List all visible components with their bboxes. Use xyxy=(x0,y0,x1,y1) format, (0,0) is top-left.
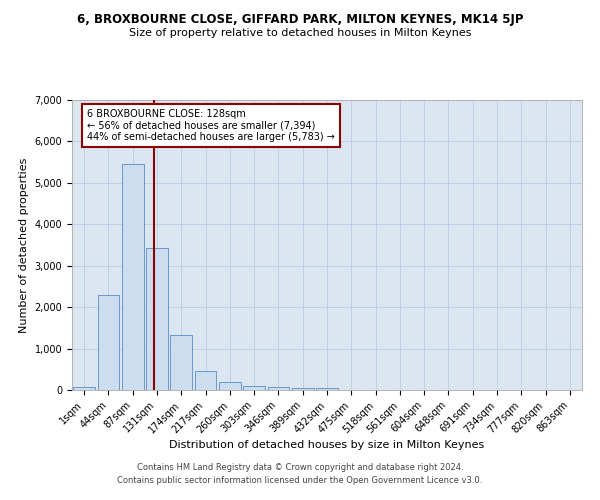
Text: Size of property relative to detached houses in Milton Keynes: Size of property relative to detached ho… xyxy=(129,28,471,38)
Bar xyxy=(146,248,168,390)
Bar xyxy=(243,386,265,390)
Bar xyxy=(122,164,143,390)
Bar xyxy=(170,335,192,390)
Bar xyxy=(292,388,314,390)
Bar xyxy=(219,382,241,390)
Y-axis label: Number of detached properties: Number of detached properties xyxy=(19,158,29,332)
Text: 6 BROXBOURNE CLOSE: 128sqm
← 56% of detached houses are smaller (7,394)
44% of s: 6 BROXBOURNE CLOSE: 128sqm ← 56% of deta… xyxy=(88,108,335,142)
Bar xyxy=(268,387,289,390)
Bar xyxy=(97,294,119,390)
Bar xyxy=(316,388,338,390)
Text: Contains public sector information licensed under the Open Government Licence v3: Contains public sector information licen… xyxy=(118,476,482,485)
Bar xyxy=(73,387,95,390)
X-axis label: Distribution of detached houses by size in Milton Keynes: Distribution of detached houses by size … xyxy=(169,440,485,450)
Text: 6, BROXBOURNE CLOSE, GIFFARD PARK, MILTON KEYNES, MK14 5JP: 6, BROXBOURNE CLOSE, GIFFARD PARK, MILTO… xyxy=(77,12,523,26)
Text: Contains HM Land Registry data © Crown copyright and database right 2024.: Contains HM Land Registry data © Crown c… xyxy=(137,464,463,472)
Bar xyxy=(194,371,217,390)
